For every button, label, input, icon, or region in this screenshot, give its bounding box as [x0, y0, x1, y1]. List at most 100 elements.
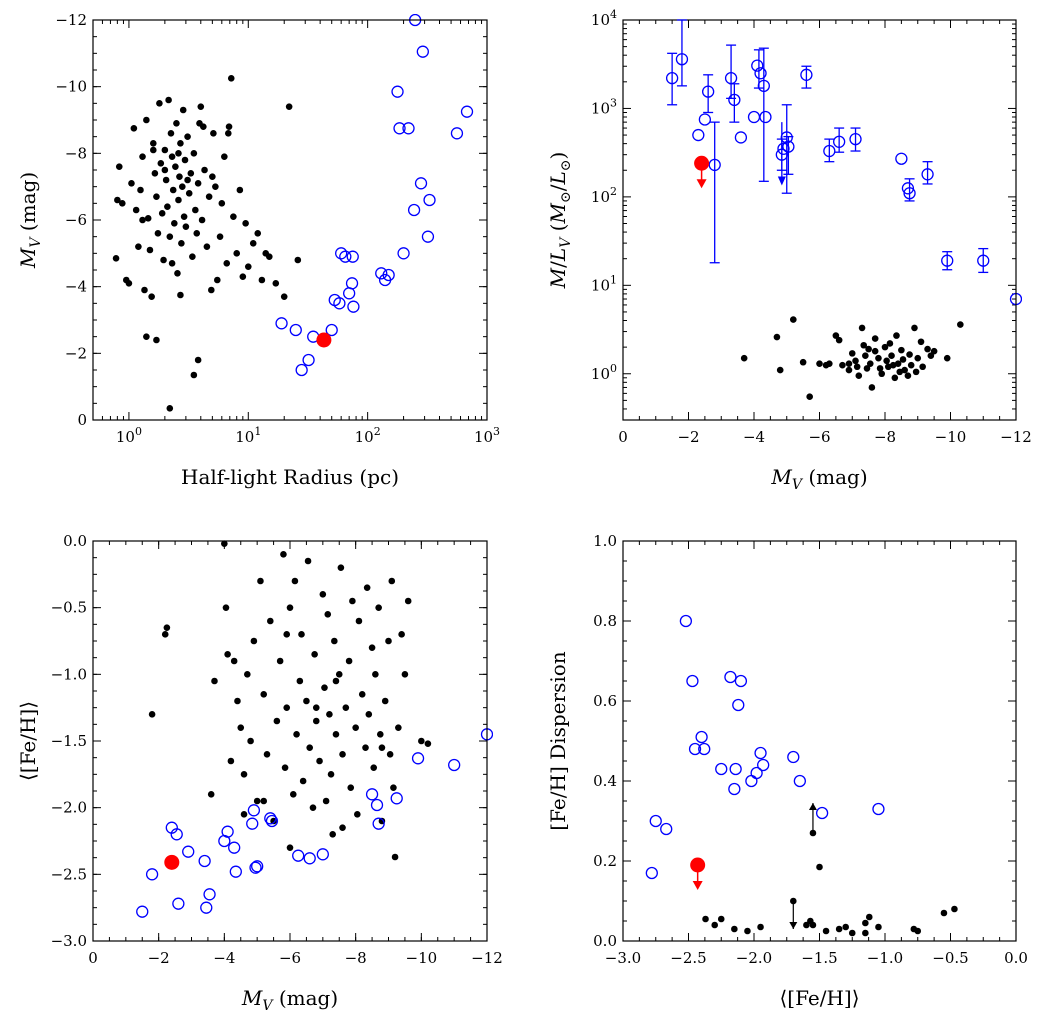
globular-cluster-point — [342, 704, 350, 711]
globular-cluster-point — [822, 927, 830, 935]
globular-cluster-point — [224, 651, 231, 658]
globular-cluster-point — [197, 103, 205, 110]
dwarf-galaxy-point — [423, 193, 436, 207]
x-tick-label: 0.0 — [1004, 949, 1028, 967]
globular-cluster-point — [216, 233, 224, 240]
globular-cluster-point — [375, 604, 382, 611]
globular-cluster-point — [230, 657, 238, 665]
globular-cluster-point — [280, 293, 288, 300]
globular-cluster-point — [266, 253, 273, 260]
dwarf-galaxy-point — [815, 806, 829, 820]
globular-cluster-point — [222, 604, 230, 611]
dwarf-galaxy-point — [728, 782, 741, 796]
globular-cluster-point — [281, 764, 289, 771]
dwarf-galaxy-point — [686, 674, 699, 688]
globular-cluster-point — [337, 564, 345, 571]
globular-cluster-point — [871, 335, 879, 342]
x-tick-label: −0.5 — [932, 949, 968, 967]
globular-cluster-point — [898, 346, 905, 354]
x-tick-label: −6 — [808, 428, 830, 446]
x-tick-label: 0 — [88, 949, 98, 967]
globular-cluster-point — [401, 671, 409, 678]
globular-cluster-point — [304, 557, 312, 565]
globular-cluster-point — [193, 230, 201, 237]
globular-cluster-point — [835, 925, 843, 933]
dwarf-galaxy-point — [365, 788, 379, 801]
globular-cluster-point — [154, 230, 162, 237]
globular-cluster-point — [161, 166, 169, 174]
globular-cluster-point — [230, 213, 237, 220]
y-tick-label: −10 — [55, 78, 87, 96]
globular-cluster-point — [242, 220, 249, 227]
globular-cluster-point — [385, 637, 392, 645]
dwarf-galaxy-point — [246, 817, 259, 830]
dwarf-galaxy-point — [729, 762, 742, 776]
x-tick-label: −10 — [935, 428, 967, 446]
dwarf-galaxy-point — [375, 267, 388, 280]
globular-cluster-point — [365, 711, 373, 718]
globular-cluster-point — [388, 577, 396, 585]
globular-cluster-point — [112, 255, 120, 262]
globular-cluster-point — [312, 717, 320, 725]
dwarf-galaxy-point — [390, 792, 403, 805]
globular-cluster-point — [865, 913, 873, 921]
globular-cluster-point — [404, 597, 412, 605]
globular-cluster-point — [386, 751, 394, 758]
dwarf-galaxy-point — [345, 277, 359, 290]
globular-cluster-point — [207, 791, 215, 798]
ticks — [92, 19, 488, 421]
globular-cluster-point — [319, 591, 327, 598]
globular-cluster-point — [192, 206, 199, 214]
globular-cluster-point — [355, 617, 363, 625]
globular-cluster-point — [200, 123, 207, 130]
x-tick-label: −1.5 — [801, 949, 837, 967]
lower-limit-arrow — [808, 803, 817, 810]
globular-cluster-point — [258, 276, 266, 284]
globular-cluster-point — [148, 293, 155, 300]
globular-cluster-point — [901, 366, 908, 374]
globular-cluster-point — [862, 919, 869, 927]
dwarf-galaxy-point — [295, 363, 308, 377]
y-tick-label: −6 — [65, 211, 87, 229]
globular-cluster-point — [332, 731, 340, 738]
dwarf-galaxy-point — [448, 758, 461, 772]
globular-cluster-point — [398, 631, 405, 638]
globular-cluster-point — [418, 737, 425, 745]
globular-cluster-point — [190, 150, 198, 157]
globular-cluster-point — [260, 797, 268, 805]
dwarf-galaxy-point — [172, 897, 185, 910]
y-tick-label: 0.2 — [593, 852, 617, 870]
globular-cluster-point — [244, 263, 252, 270]
globular-cluster-point — [316, 757, 323, 765]
y-tick-label: −2.5 — [51, 865, 87, 883]
globular-cluster-point — [194, 180, 202, 187]
globular-cluster-point — [177, 291, 184, 299]
globular-cluster-point — [283, 704, 291, 711]
dwarf-galaxy-point — [787, 750, 800, 764]
x-tick-label: −2 — [148, 949, 170, 967]
globular-cluster-point — [326, 711, 333, 718]
globular-cluster-point — [845, 360, 853, 367]
x-axis-label: ⟨[Fe/H]⟩ — [779, 986, 859, 1010]
dwarf-galaxy-point — [203, 888, 216, 901]
dwarf-galaxy-point — [692, 128, 705, 142]
x-tick-label: −3.0 — [605, 949, 641, 967]
dwarf-galaxy-point — [734, 131, 748, 144]
globular-cluster-point — [114, 196, 121, 204]
globular-cluster-point — [806, 393, 813, 401]
globular-cluster-point — [128, 180, 135, 187]
globular-cluster-point — [799, 358, 807, 366]
upper-limit-arrow — [789, 922, 798, 929]
dwarf-galaxy-point — [750, 766, 763, 780]
globular-cluster-point — [717, 915, 725, 923]
globular-cluster-point — [125, 280, 133, 287]
globular-cluster-point — [740, 354, 748, 362]
dwarf-galaxy-point — [649, 814, 662, 828]
globular-cluster-point — [176, 173, 183, 180]
globular-cluster-point — [816, 863, 823, 871]
globular-cluster-point — [179, 183, 186, 190]
target-point — [316, 332, 332, 348]
globular-cluster-point — [218, 200, 226, 207]
globular-cluster-point — [298, 631, 305, 638]
globular-cluster-point — [702, 915, 709, 923]
